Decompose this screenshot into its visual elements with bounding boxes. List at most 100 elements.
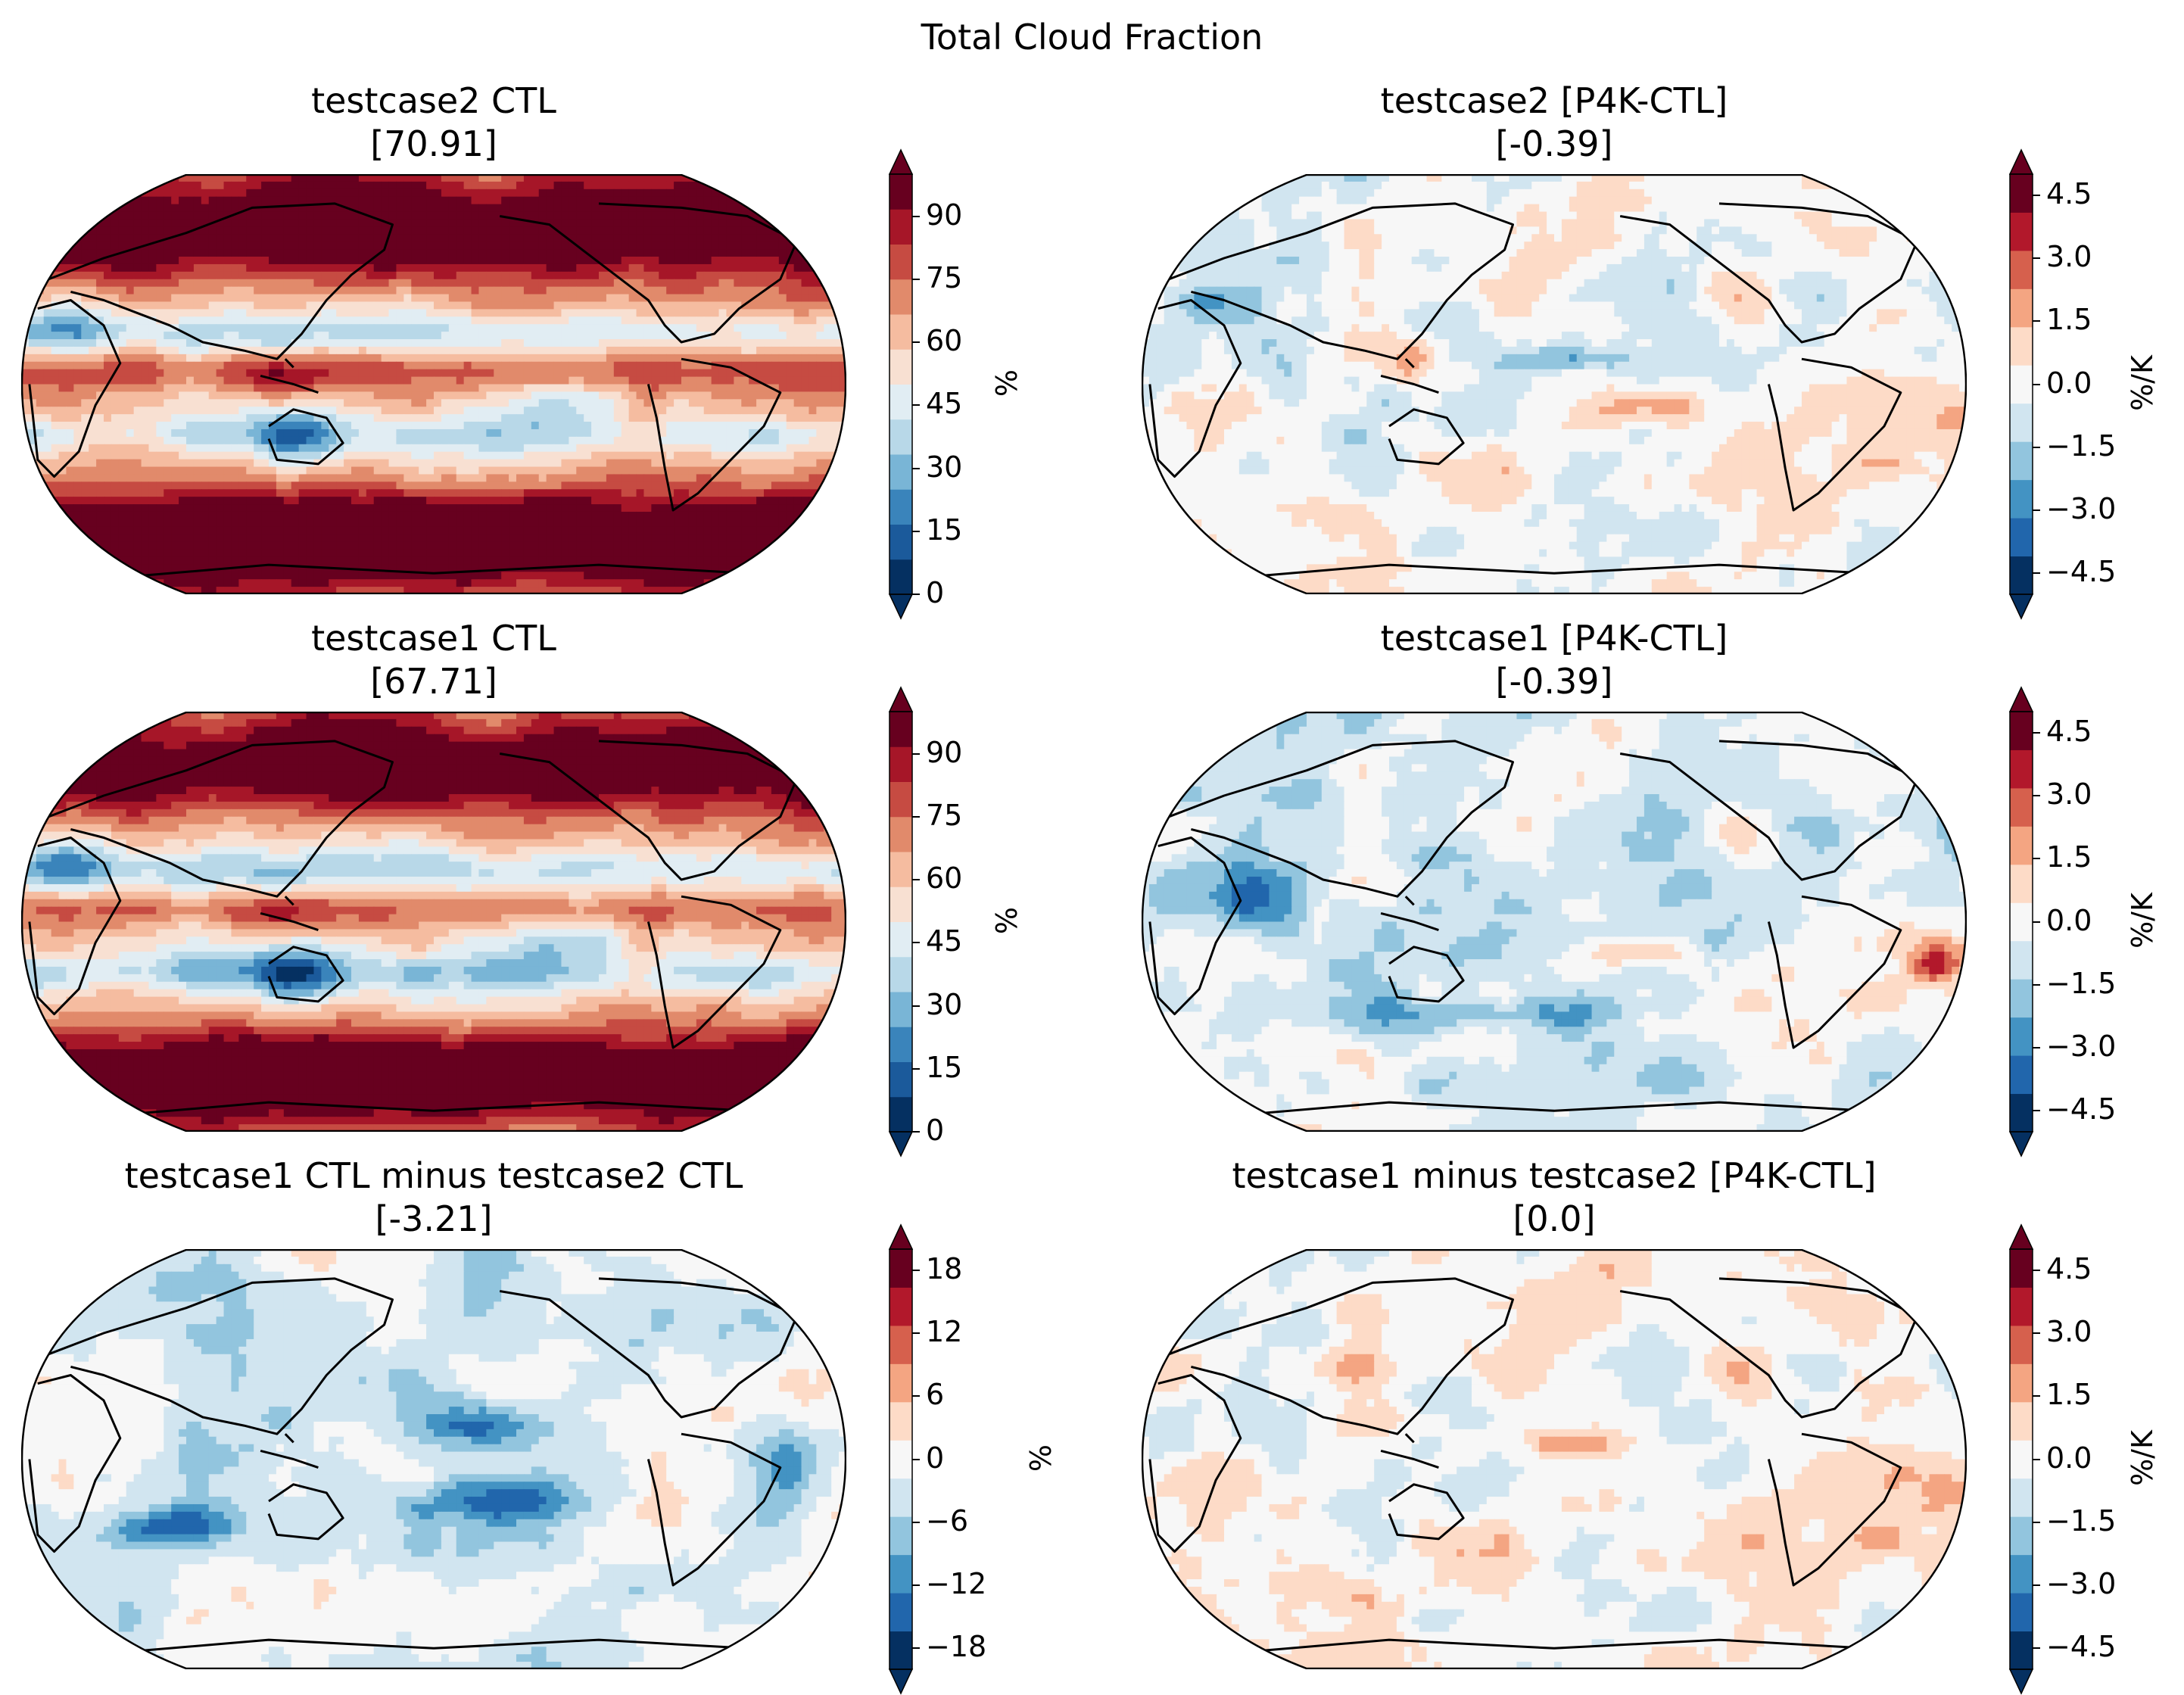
colorbar-tick-label: 4.5 [2046, 715, 2092, 748]
colorbar-tick-mark [912, 341, 920, 343]
colorbar-level [889, 817, 912, 852]
colorbar-level [2010, 365, 2033, 403]
colorbar-tick-mark [912, 1270, 920, 1271]
colorbar-tick-label: −3.0 [2046, 1030, 2116, 1063]
colorbar-level [889, 1027, 912, 1062]
map-p11 [21, 174, 846, 594]
panel-global-mean: [70.91] [0, 123, 888, 166]
colorbar-tick-mark [2033, 1332, 2040, 1334]
colorbar-tick-mark [2033, 921, 2040, 923]
colorbar-level [2010, 1055, 2033, 1094]
colorbar-tick-mark [912, 879, 920, 880]
colorbar-tick-mark [2033, 1584, 2040, 1586]
colorbar-level [2010, 327, 2033, 366]
colorbar-level [889, 1478, 912, 1517]
colorbar-tick-label: 1.5 [2046, 1378, 2092, 1411]
colorbar-level [2010, 212, 2033, 251]
colorbar-tick-mark [912, 594, 920, 595]
colorbar-level [2010, 941, 2033, 980]
colorbar-level [2010, 979, 2033, 1017]
panel-global-mean: [-0.39] [1100, 123, 2008, 166]
colorbar-tick-label: 3.0 [2046, 1315, 2092, 1348]
map-p21 [21, 712, 846, 1132]
colorbar-extend-min [2010, 594, 2033, 618]
colorbar-extend-max [2010, 1225, 2033, 1249]
colorbar-tick-label: −3.0 [2046, 1567, 2116, 1600]
colorbar-tick-mark [2033, 384, 2040, 385]
colorbar-tick-label: 0.0 [2046, 366, 2092, 400]
colorbar-level [889, 852, 912, 887]
panel-title-line: testcase2 [P4K-CTL] [1100, 79, 2008, 123]
colorbar-level [889, 559, 912, 595]
colorbar-tick-label: 30 [926, 450, 962, 484]
colorbar-level [889, 279, 912, 315]
panel-title: testcase1 minus testcase2 [P4K-CTL][0.0] [1100, 1154, 2008, 1241]
colorbar-tick-mark [912, 279, 920, 280]
colorbar-tick-mark [912, 404, 920, 406]
coastline [780, 728, 830, 771]
colorbar-tick-label: 0.0 [2046, 904, 2092, 937]
colorbar-unit-label: % [1024, 1428, 1058, 1488]
colorbar-extend-min [889, 1669, 912, 1693]
colorbar-tick-label: 75 [926, 799, 962, 832]
colorbar-tick-mark [2033, 1270, 2040, 1271]
colorbar-level [2010, 749, 2033, 788]
colorbar-level [2010, 865, 2033, 903]
colorbar-level [2010, 1326, 2033, 1364]
colorbar-tick-label: 15 [926, 513, 962, 547]
colorbar-level [889, 174, 912, 210]
panel-title-line: testcase1 minus testcase2 [P4K-CTL] [1100, 1154, 2008, 1198]
colorbar-tick-label: 18 [926, 1252, 962, 1285]
colorbar-p21 [888, 686, 914, 1158]
colorbar-tick-mark [912, 468, 920, 469]
colorbar-unit-label: % [990, 890, 1023, 951]
coastline [1950, 804, 1967, 821]
colorbar-p22 [2008, 686, 2034, 1158]
colorbar-level [889, 1062, 912, 1098]
colorbar-tick-mark [912, 1131, 920, 1133]
colorbar-tick-label: 90 [926, 736, 962, 769]
figure-title: Total Cloud Fraction [0, 17, 2184, 58]
coastline [1950, 1341, 1967, 1358]
colorbar-tick-mark [912, 1459, 920, 1460]
colorbar-level [889, 1631, 912, 1670]
colorbar-tick-label: 15 [926, 1051, 962, 1084]
coastline [1901, 728, 1950, 771]
colorbar-level [889, 886, 912, 922]
colorbar-tick-mark [912, 942, 920, 943]
colorbar-tick-mark [2033, 1395, 2040, 1397]
field-layer [1142, 1249, 1967, 1669]
colorbar-tick-label: 1.5 [2046, 303, 2092, 336]
colorbar-tick-mark [912, 1584, 920, 1586]
colorbar-level [889, 1287, 912, 1326]
colorbar-p12 [2008, 148, 2034, 620]
colorbar-tick-mark [2033, 509, 2040, 511]
colorbar-extend-max [889, 150, 912, 174]
colorbar-level [889, 1097, 912, 1133]
colorbar-p32 [2008, 1223, 2034, 1695]
colorbar-level [889, 1249, 912, 1288]
colorbar-tick-mark [912, 216, 920, 217]
colorbar-tick-label: 4.5 [2046, 1252, 2092, 1285]
panel-title: testcase2 [P4K-CTL][-0.39] [1100, 79, 2008, 166]
colorbar-tick-mark [912, 1647, 920, 1649]
colorbar-tick-mark [2033, 195, 2040, 196]
colorbar-tick-mark [912, 1395, 920, 1397]
colorbar-level [889, 1555, 912, 1594]
colorbar-tick-mark [2033, 572, 2040, 574]
colorbar-level [2010, 1017, 2033, 1056]
colorbar-tick-label: 4.5 [2046, 177, 2092, 210]
colorbar-unit-label: %/K [2126, 1428, 2159, 1488]
colorbar-extend-max [889, 687, 912, 712]
colorbar-tick-label: 0.0 [2046, 1441, 2092, 1475]
colorbar-extend-max [889, 1225, 912, 1249]
colorbar-tick-label: −4.5 [2046, 1630, 2116, 1663]
colorbar-level [2010, 441, 2033, 480]
colorbar-p11 [888, 148, 914, 620]
colorbar-tick-mark [912, 753, 920, 755]
colorbar-tick-mark [2033, 732, 2040, 734]
colorbar-tick-label: −12 [926, 1567, 986, 1600]
colorbar-tick-mark [2033, 1647, 2040, 1649]
colorbar-level [889, 385, 912, 420]
colorbar-tick-mark [2033, 447, 2040, 448]
